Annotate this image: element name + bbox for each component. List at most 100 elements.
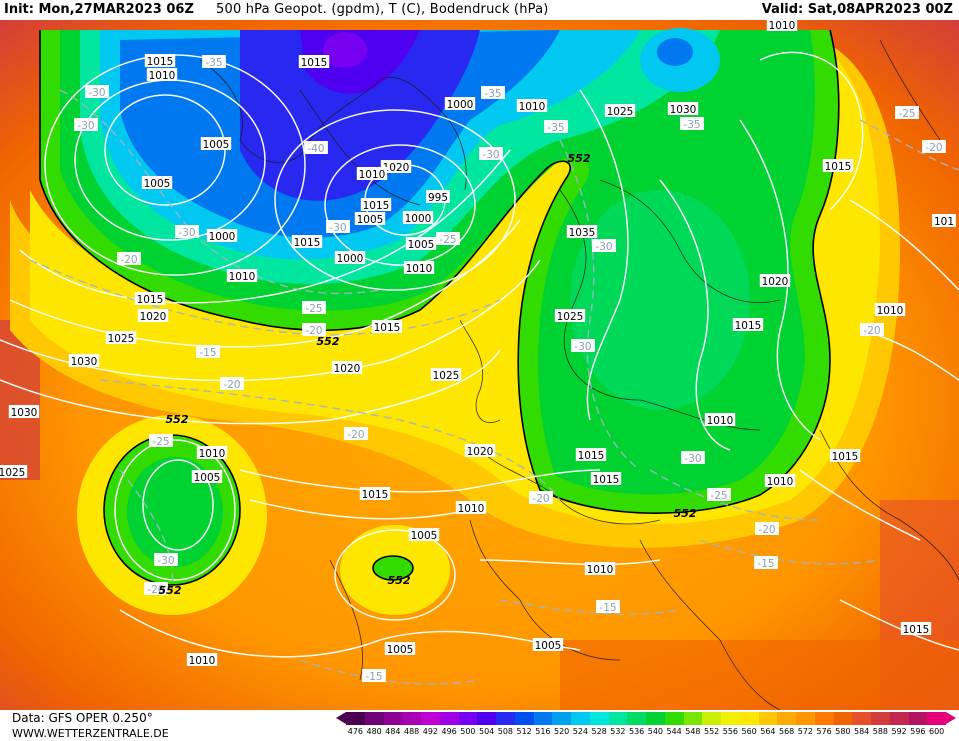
temperature-label-text: -30 [482,149,499,161]
isobar-label: 1015 [134,292,166,306]
isobar-label: 1015 [900,622,932,636]
isobar-label-text: 1030 [71,356,98,368]
color-scale-value: 488 [403,727,420,736]
temperature-label: -25 [895,106,919,120]
color-scale-swatch [458,712,478,725]
color-scale-value: 500 [460,727,476,736]
color-scale-value: 564 [760,727,776,736]
temperature-label: -15 [754,556,778,570]
color-scale-value: 556 [722,727,739,736]
isobar-label-text: 1010 [199,448,226,460]
temperature-label: -30 [154,553,178,567]
temperature-label: -20 [755,522,779,536]
color-scale-swatch [814,712,834,725]
isobar-label: 1010 [356,167,388,181]
isobar-label: 1005 [354,212,386,226]
color-scale-value: 544 [666,727,682,736]
isobar-label: 1010 [704,413,736,427]
isobar-label: 1005 [191,470,223,484]
color-scale-swatch [514,712,534,725]
isobar-label: 1015 [360,198,392,212]
website-link[interactable]: WWW.WETTERZENTRALE.DE [12,727,169,740]
temperature-label-text: -25 [710,490,727,502]
temperature-label: -15 [196,345,220,359]
temperature-label: -35 [680,117,704,131]
color-scale-value: 528 [591,727,607,736]
isobar-label: 1005 [532,638,564,652]
isobar-label-text: 1005 [203,139,230,151]
temperature-label-text: -20 [120,254,137,266]
color-scale-swatch [571,712,590,725]
isobar-label-text: 1000 [337,253,364,265]
temperature-label: -40 [304,141,328,155]
color-scale-swatch [364,712,384,725]
isobar-label: 1010 [874,303,906,317]
contour-552-labels: 552 552 552 552 552 552 [159,152,697,597]
color-scale-swatch [777,712,796,725]
color-scale-swatch [646,712,665,725]
temperature-label-text: -30 [574,341,591,353]
color-scale-swatch [833,712,853,725]
isobar-label: 1010 [226,269,258,283]
color-scale-value: 572 [797,727,814,736]
isobar-label-text: 1010 [458,503,485,515]
isobar-label-text: 1015 [363,200,390,212]
color-scale-value: 512 [516,727,532,736]
color-scale-value: 584 [853,727,870,736]
isobar-label: 1030 [8,405,40,419]
color-scale-swatch [552,712,571,725]
isobar-label: 1005 [200,137,232,151]
isobar-label-text: 1010 [877,305,904,317]
isobar-label-text: 1015 [578,450,605,462]
isobar-label: 1015 [575,448,607,462]
isobar-label-text: 1005 [357,214,384,226]
cold-core-purple [323,32,367,68]
temperature-label-text: -30 [684,453,701,465]
color-scale-value: 520 [553,727,570,736]
isobar-label: 1010 [196,446,228,460]
weather-map: 1015 1010 1015 1005 1005 1000 1010 1015 1020 1025… [0,20,959,710]
color-scale-value: 576 [816,727,832,736]
isobar-label: 1010 [584,562,616,576]
isobar-label: 1005 [141,176,173,190]
isobar-label: 1020 [464,444,496,458]
coastlines [199,39,959,710]
temperature-label-text: -30 [595,241,612,253]
color-scale-value: 568 [778,727,795,736]
isobar-label: 1015 [732,318,764,332]
temperature-label: -20 [144,582,168,596]
isobar-label-text: 1015 [147,56,174,68]
isobar-label: 1000 [334,251,366,265]
color-scale-swatch [627,712,646,725]
isobar-label: 1010 [403,261,435,275]
cold-core-deep [240,30,480,201]
color-scale-swatch [421,712,440,725]
temperature-label: -30 [592,239,616,253]
color-scale-value: 600 [928,727,945,736]
isobar-label: 1015 [371,320,403,334]
isobar-label: 1015 [291,235,323,249]
color-scale-value: 524 [572,727,589,736]
contour-label-text: 552 [674,507,697,520]
isobar-label-text: 1015 [832,451,859,463]
isobar-label-text: 1000 [447,99,474,111]
bottom-warm [560,640,959,710]
scand-green-pale [570,190,750,410]
init-time: Init: Mon,27MAR2023 06Z [4,2,194,17]
temperature-label-text: -30 [157,555,174,567]
isobar-label: 1020 [331,361,363,375]
contour-label-text: 552 [159,584,182,597]
isobar-label-text: 1025 [0,467,25,479]
color-scale-value: 552 [703,727,720,736]
isobar-label-text: 1015 [593,474,620,486]
isobar-label-text: 1010 [149,70,176,82]
color-scale-swatch [477,712,496,725]
isobar-label-text: 1005 [194,472,221,484]
temperature-label: -30 [571,339,595,353]
temperature-label-text: -15 [599,602,616,614]
color-scale-labels: 476 480 484 488 492 496 500 504 508 512 516 520 524 5… [346,727,946,739]
isobar-label: 1010 [516,99,548,113]
isobar-label: 1025 [0,465,28,479]
isobar-label: 995 [426,190,450,204]
color-scale-value: 588 [872,727,889,736]
